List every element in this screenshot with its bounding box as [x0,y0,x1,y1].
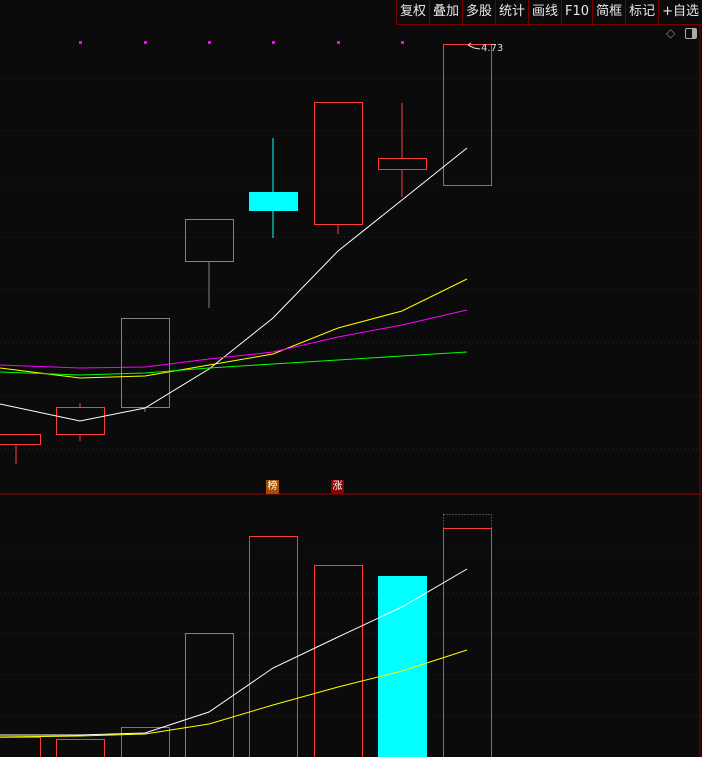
ma-line-1 [0,147,468,422]
signal-dot [401,41,404,44]
diamond-icon[interactable]: ◇ [666,26,676,40]
high-marker-arrow [467,42,481,50]
ranking-badge[interactable]: 榜 [266,480,279,494]
volume-bar [314,565,363,757]
candle-body [185,219,234,262]
volume-bar [121,727,170,757]
candle-body [443,44,492,186]
limit-up-badge[interactable]: 涨 [331,480,344,494]
candle-body [0,434,41,445]
signal-dot [144,41,147,44]
toolbar: 复权 叠加 多股 统计 画线 F10 简框 标记 +自选 [395,0,702,25]
signal-dot [79,41,82,44]
volume-bar [56,739,105,757]
volume-bar [185,633,234,757]
high-price-label: 4.73 [481,43,504,54]
restore-rights-button[interactable]: 复权 [395,0,429,24]
mark-button[interactable]: 标记 [625,0,658,24]
signal-dot [208,41,211,44]
volume-forecast-box [443,514,492,529]
candle-body [249,192,298,211]
candle-body [121,318,170,408]
simple-frame-button[interactable]: 简框 [592,0,625,24]
panel-toggle-icon[interactable] [685,28,697,39]
volume-bar [0,737,41,757]
volume-bar [443,528,492,757]
draw-line-button[interactable]: 画线 [528,0,561,24]
volume-bar [378,576,427,757]
volume-ma-line-2 [0,649,468,738]
signal-dot [337,41,340,44]
candle-body [56,407,105,435]
candle-body [314,102,363,225]
volume-bar [249,536,298,757]
ma-line-2 [0,278,468,379]
ma-line-4 [0,351,468,376]
add-watchlist-button[interactable]: +自选 [658,0,702,24]
signal-dot [272,41,275,44]
volume-ma-line-1 [0,568,468,736]
f10-button[interactable]: F10 [561,0,592,24]
statistics-button[interactable]: 统计 [495,0,528,24]
candle-body [378,158,427,170]
ma-line-3 [0,309,468,369]
overlay-button[interactable]: 叠加 [428,0,462,24]
multi-stock-button[interactable]: 多股 [461,0,495,24]
